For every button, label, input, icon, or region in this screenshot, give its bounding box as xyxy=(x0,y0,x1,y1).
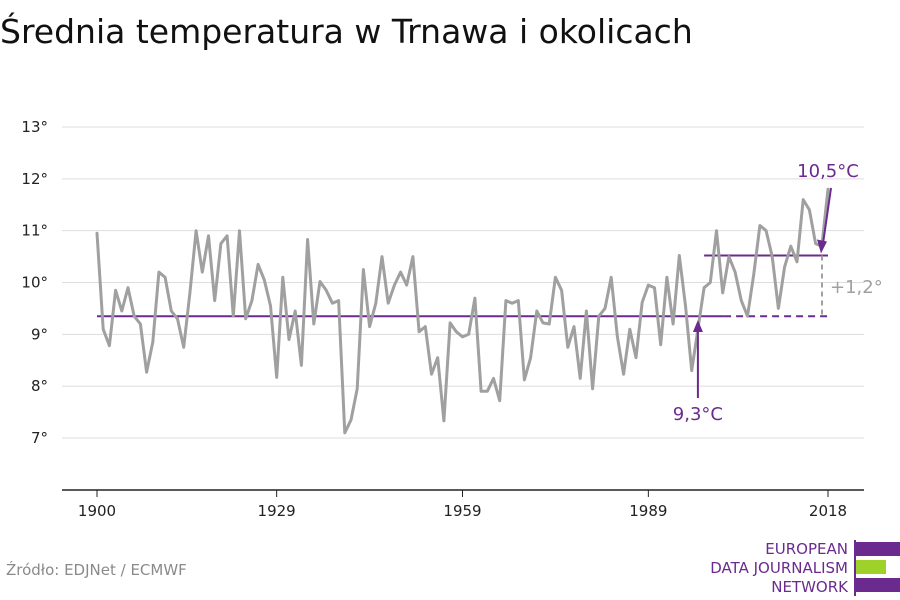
chart-title: Średnia temperatura w Trnawa i okolicach xyxy=(0,12,693,51)
logo-bar-purple-top xyxy=(856,542,900,556)
recent-arrow-shaft xyxy=(822,187,832,244)
logo-text-line3: NETWORK xyxy=(771,578,848,596)
logo-divider xyxy=(854,540,856,596)
y-tick-label-7: 7° xyxy=(31,429,48,447)
reference-lines xyxy=(97,254,828,318)
logo-bar-green xyxy=(856,560,886,574)
recent-label: 10,5°C xyxy=(797,161,859,182)
baseline-label: 9,3°C xyxy=(673,404,723,425)
x-tick-labels: 1900 1929 1959 1989 2018 xyxy=(78,502,847,520)
series-line-temperature xyxy=(95,187,830,435)
x-tick-label-1929: 1929 xyxy=(258,502,296,520)
grid-lines xyxy=(62,126,864,439)
y-tick-label-11: 11° xyxy=(21,222,48,240)
y-tick-label-8: 8° xyxy=(31,377,48,395)
logo-text-line2: DATA JOURNALISM xyxy=(710,559,848,577)
logo-bar-purple-bottom xyxy=(856,578,900,592)
x-tick-label-2018: 2018 xyxy=(809,502,847,520)
x-tick-label-1959: 1959 xyxy=(443,502,481,520)
annotations: 9,3°C 10,5°C +1,2° xyxy=(673,161,883,425)
y-tick-labels: 7° 8° 9° 10° 11° 12° 13° xyxy=(21,118,48,447)
x-tick-label-1900: 1900 xyxy=(78,502,116,520)
series-points xyxy=(96,189,829,433)
recent-arrowhead xyxy=(817,239,827,254)
y-tick-label-13: 13° xyxy=(21,118,48,136)
y-tick-label-12: 12° xyxy=(21,170,48,188)
baseline-arrowhead xyxy=(692,320,703,332)
y-tick-label-10: 10° xyxy=(21,274,48,292)
logo-text-line1: EUROPEAN xyxy=(765,540,848,558)
x-tick-label-1989: 1989 xyxy=(629,502,667,520)
edjnet-logo: EUROPEAN DATA JOURNALISM NETWORK xyxy=(700,540,900,596)
y-tick-label-9: 9° xyxy=(31,325,48,343)
delta-label: +1,2° xyxy=(830,277,883,298)
x-axis xyxy=(62,489,864,497)
source-note: Źródło: EDJNet / ECMWF xyxy=(6,561,187,579)
